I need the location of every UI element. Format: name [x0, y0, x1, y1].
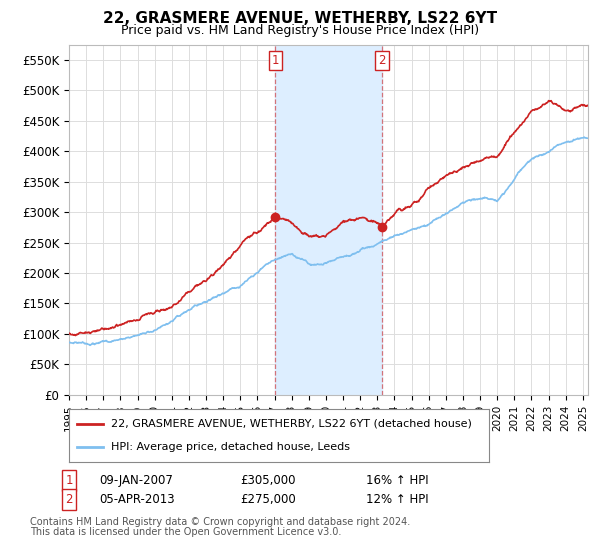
- Text: Contains HM Land Registry data © Crown copyright and database right 2024.: Contains HM Land Registry data © Crown c…: [30, 517, 410, 527]
- Text: 1: 1: [272, 54, 279, 67]
- Text: £305,000: £305,000: [240, 474, 296, 487]
- Text: 16% ↑ HPI: 16% ↑ HPI: [366, 474, 428, 487]
- Text: 2: 2: [65, 493, 73, 506]
- Text: 22, GRASMERE AVENUE, WETHERBY, LS22 6YT: 22, GRASMERE AVENUE, WETHERBY, LS22 6YT: [103, 11, 497, 26]
- Text: 1: 1: [65, 474, 73, 487]
- Text: 12% ↑ HPI: 12% ↑ HPI: [366, 493, 428, 506]
- Text: 2: 2: [378, 54, 386, 67]
- Text: 22, GRASMERE AVENUE, WETHERBY, LS22 6YT (detached house): 22, GRASMERE AVENUE, WETHERBY, LS22 6YT …: [111, 419, 472, 429]
- Bar: [275, 45, 382, 395]
- Text: £275,000: £275,000: [240, 493, 296, 506]
- Text: Price paid vs. HM Land Registry's House Price Index (HPI): Price paid vs. HM Land Registry's House …: [121, 24, 479, 36]
- Text: 05-APR-2013: 05-APR-2013: [99, 493, 175, 506]
- Text: This data is licensed under the Open Government Licence v3.0.: This data is licensed under the Open Gov…: [30, 527, 341, 537]
- Text: HPI: Average price, detached house, Leeds: HPI: Average price, detached house, Leed…: [111, 442, 350, 452]
- Text: 09-JAN-2007: 09-JAN-2007: [99, 474, 173, 487]
